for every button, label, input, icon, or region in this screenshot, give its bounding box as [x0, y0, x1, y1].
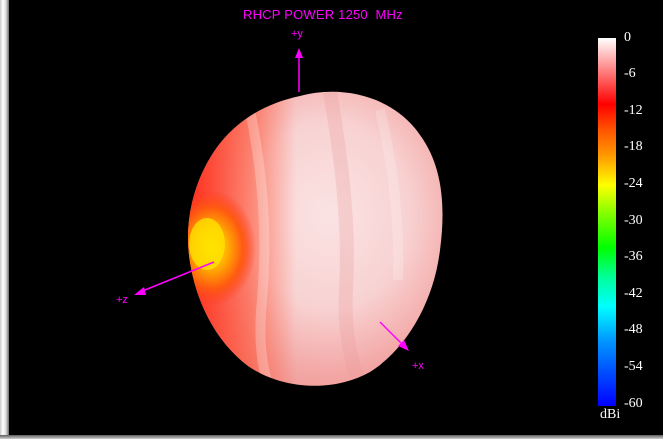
colorbar-tick: -42 [624, 286, 643, 301]
colorbar-tick: -12 [624, 103, 643, 118]
colorbar-tick: -6 [624, 66, 636, 81]
axis-z: +z [116, 261, 215, 306]
axis-x-label: +x [412, 360, 424, 372]
colorbar-tick: 0 [624, 30, 631, 45]
plot-title: RHCP POWER 1250 MHz [243, 7, 403, 22]
colorbar-unit-label: dBi [600, 407, 621, 422]
colorbar-tick: -60 [624, 396, 643, 411]
colorbar-tick: -18 [624, 139, 643, 154]
axis-x: +x [379, 321, 424, 372]
colorbar-tick: -54 [624, 359, 643, 374]
axis-z-label: +z [116, 294, 128, 306]
colorbar-tick: -24 [624, 176, 643, 191]
colorbar-tick: -36 [624, 249, 643, 264]
colorbar-tick: -48 [624, 322, 643, 337]
axis-y-label: +y [291, 28, 303, 40]
colorbar-tick: -30 [624, 213, 643, 228]
window-left-border [0, 0, 9, 439]
axis-y: +y [291, 28, 303, 92]
window-bottom-border [0, 435, 663, 439]
colorbar [598, 38, 616, 406]
